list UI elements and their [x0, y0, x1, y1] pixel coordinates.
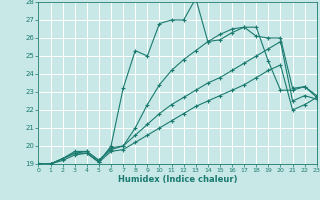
X-axis label: Humidex (Indice chaleur): Humidex (Indice chaleur): [118, 175, 237, 184]
